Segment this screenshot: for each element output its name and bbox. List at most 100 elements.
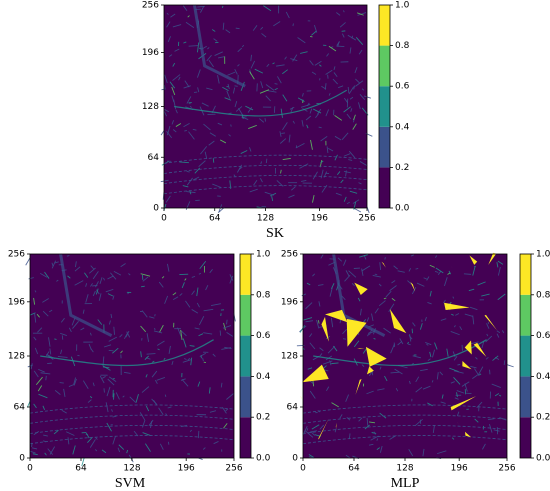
texture	[87, 436, 93, 443]
texture	[234, 85, 238, 87]
texture	[42, 298, 49, 303]
texture	[341, 33, 345, 38]
texture	[106, 386, 111, 397]
texture	[95, 281, 99, 288]
texture	[260, 81, 264, 89]
texture	[247, 106, 253, 113]
texture	[228, 134, 231, 137]
texture	[217, 75, 220, 84]
texture	[349, 96, 354, 100]
texture	[341, 295, 346, 301]
texture	[172, 62, 176, 67]
texture	[59, 382, 64, 384]
texture	[475, 356, 478, 360]
texture	[30, 363, 33, 370]
texture	[297, 97, 305, 103]
colorbar-tick-label: 0.4	[536, 372, 550, 382]
texture	[166, 263, 170, 272]
texture	[31, 447, 38, 450]
texture	[47, 448, 54, 455]
texture	[485, 335, 493, 343]
texture	[63, 388, 66, 397]
texture	[346, 201, 350, 205]
texture	[422, 385, 431, 390]
texture	[319, 347, 324, 352]
texture	[440, 401, 446, 404]
texture	[436, 450, 447, 455]
x-tick-label: 196	[311, 214, 328, 224]
texture	[33, 297, 36, 305]
texture	[407, 341, 409, 345]
texture	[113, 270, 122, 276]
texture	[227, 71, 236, 76]
texture	[226, 331, 233, 337]
texture	[169, 54, 173, 57]
texture	[196, 69, 201, 78]
texture	[156, 377, 166, 381]
texture	[163, 175, 368, 185]
texture	[388, 303, 395, 313]
texture	[384, 375, 388, 382]
texture	[493, 429, 500, 432]
texture	[371, 432, 377, 434]
texture	[67, 275, 71, 279]
texture	[320, 160, 324, 164]
texture	[481, 340, 485, 349]
texture	[164, 295, 169, 304]
texture	[331, 362, 339, 365]
texture	[451, 313, 454, 316]
texture	[112, 347, 119, 354]
texture	[60, 317, 65, 323]
texture	[348, 150, 356, 159]
texture	[352, 123, 357, 130]
texture	[349, 190, 358, 194]
texture	[191, 309, 199, 314]
texture	[449, 367, 459, 373]
texture	[197, 5, 205, 8]
texture	[368, 421, 376, 424]
texture	[221, 347, 232, 350]
texture	[212, 353, 216, 357]
texture	[305, 115, 312, 121]
texture	[164, 74, 168, 84]
y-tick-label: 196	[281, 297, 298, 307]
texture	[302, 424, 508, 434]
texture	[113, 393, 115, 400]
texture	[277, 76, 282, 84]
texture	[427, 301, 432, 305]
texture	[90, 265, 95, 270]
texture	[453, 356, 458, 361]
texture	[34, 312, 37, 323]
texture	[454, 397, 459, 400]
texture	[487, 418, 495, 421]
texture	[497, 293, 506, 301]
texture	[178, 76, 181, 81]
texture	[209, 410, 217, 413]
texture	[427, 358, 431, 361]
texture	[33, 403, 37, 409]
texture	[352, 199, 360, 204]
texture	[183, 123, 190, 128]
texture	[107, 378, 115, 386]
texture	[213, 38, 218, 42]
texture	[250, 54, 252, 62]
texture	[279, 138, 287, 144]
texture	[367, 331, 370, 337]
texture	[29, 435, 235, 445]
texture	[332, 78, 338, 85]
texture	[301, 179, 307, 182]
texture	[252, 25, 258, 31]
texture	[38, 393, 48, 399]
texture	[123, 371, 131, 374]
texture	[311, 30, 317, 36]
texture	[333, 66, 336, 70]
texture	[44, 452, 47, 456]
texture	[188, 45, 199, 47]
texture	[184, 129, 187, 132]
texture	[470, 341, 479, 345]
texture	[149, 316, 155, 319]
texture	[267, 90, 277, 93]
texture	[339, 414, 343, 419]
texture	[389, 308, 407, 334]
texture	[462, 361, 472, 370]
